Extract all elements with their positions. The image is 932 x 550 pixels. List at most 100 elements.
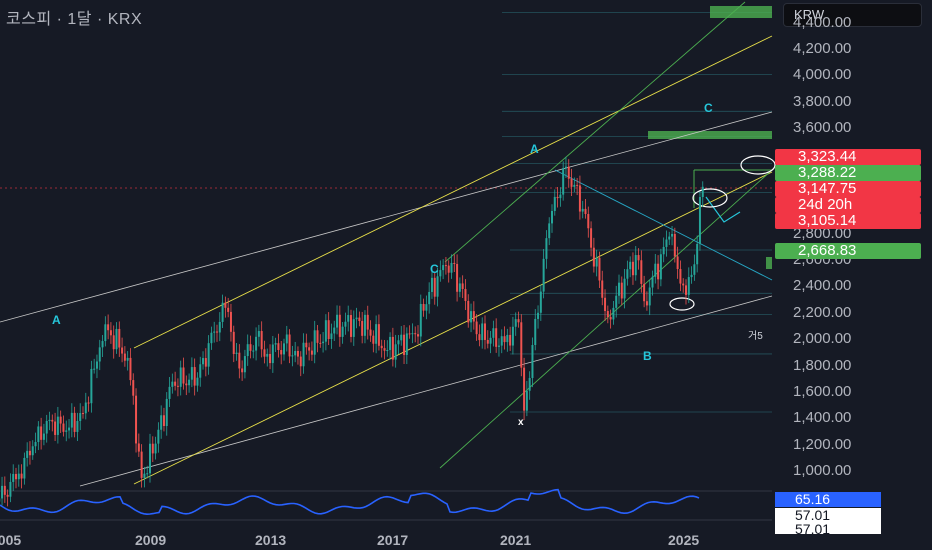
- candle-body: [3, 485, 6, 495]
- candle-body: [584, 208, 587, 214]
- candle-body: [525, 390, 528, 411]
- trend-line-green-lower: [439, 169, 773, 469]
- candle-body: [257, 331, 260, 337]
- candle-body: [101, 341, 104, 348]
- candle-body: [129, 357, 132, 381]
- candle-body: [654, 263, 657, 277]
- wave-label-c-right: C: [704, 101, 713, 115]
- candle-body: [383, 348, 386, 351]
- candle-body: [403, 334, 406, 355]
- candle-body: [587, 213, 590, 229]
- trend-line-green-upper: [444, 1, 746, 263]
- candle-body: [551, 210, 553, 224]
- candle-body: [199, 364, 202, 378]
- candle-body: [112, 335, 115, 350]
- candle-body: [135, 395, 138, 444]
- x-tick-2013: 2013: [255, 532, 287, 548]
- rsi-badge-level: 57.01: [775, 508, 881, 523]
- candle-body: [369, 329, 372, 336]
- candle-body: [489, 337, 492, 344]
- candle-body: [470, 311, 473, 323]
- candle-body: [478, 334, 481, 341]
- candle-body: [422, 303, 425, 311]
- y-tick-label: 3,600.00: [793, 119, 852, 137]
- candle-body: [126, 357, 129, 361]
- currency-selector[interactable]: KRW: [783, 3, 922, 27]
- candle-body: [517, 319, 520, 323]
- candle-body: [531, 344, 534, 378]
- candle-body: [34, 442, 37, 447]
- zone-rect: [766, 257, 772, 269]
- candle-body: [179, 367, 182, 387]
- y-tick-label: 1,800.00: [793, 356, 852, 374]
- candle-body: [160, 415, 163, 430]
- candle-body: [207, 343, 210, 367]
- candle-body: [595, 257, 598, 267]
- candle-body: [581, 208, 584, 212]
- candle-body: [277, 343, 280, 351]
- candle-body: [503, 336, 506, 343]
- y-tick-label: 1,200.00: [793, 435, 852, 453]
- x-tick-2025: 2025: [668, 532, 700, 548]
- trend-line-cyan: [554, 169, 773, 281]
- candle-body: [539, 291, 542, 313]
- rsi-badge-value: 65.16: [775, 492, 881, 507]
- candle-body: [26, 450, 29, 458]
- candle-body: [417, 334, 419, 337]
- candle-body: [288, 334, 291, 357]
- candle-body: [294, 350, 297, 356]
- candle-body: [408, 333, 411, 335]
- candle-body: [193, 367, 196, 386]
- candle-body: [366, 314, 369, 330]
- price-badge-support: 2,668.83: [775, 243, 921, 259]
- candle-body: [701, 186, 704, 198]
- price-badge-last: 3,147.75: [775, 181, 921, 197]
- candle-body: [54, 421, 57, 435]
- candle-body: [76, 420, 79, 432]
- candle-body: [428, 291, 431, 305]
- candle-body: [668, 236, 671, 240]
- price-badge-high: 3,323.44: [775, 149, 921, 165]
- candle-body: [542, 258, 545, 292]
- candle-body: [162, 415, 165, 427]
- candle-body: [51, 419, 54, 422]
- candle-body: [305, 342, 308, 348]
- candle-body: [140, 451, 143, 478]
- candle-body: [182, 367, 185, 384]
- candle-body: [643, 283, 646, 302]
- candle-body: [269, 353, 272, 364]
- trend-line-white-upper: [0, 111, 773, 323]
- price-badge-low: 3,105.14: [775, 213, 921, 229]
- candle-body: [657, 263, 660, 280]
- candle-body: [352, 319, 355, 337]
- candle-body: [118, 328, 121, 348]
- candle-body: [606, 311, 609, 318]
- price-badge-level: 3,288.22: [775, 165, 921, 181]
- candle-body: [629, 261, 632, 270]
- candle-body: [109, 330, 112, 336]
- candle-body: [673, 233, 676, 257]
- candle-body: [386, 349, 389, 351]
- candle-body: [573, 184, 576, 187]
- wave-label-a-left: A: [52, 313, 61, 327]
- candle-body: [73, 412, 76, 432]
- candle-body: [243, 356, 246, 373]
- candle-body: [1, 485, 4, 499]
- countdown-badge: 24d 20h: [775, 197, 921, 213]
- candle-body: [9, 481, 12, 497]
- candle-body: [227, 307, 230, 312]
- candle-body: [534, 318, 537, 345]
- candle-body: [62, 423, 65, 432]
- candle-body: [327, 320, 330, 340]
- candle-body: [271, 344, 274, 364]
- candle-body: [492, 328, 495, 338]
- candle-body: [442, 265, 445, 271]
- candle-body: [93, 368, 96, 370]
- candle-body: [149, 443, 151, 474]
- candle-body: [87, 402, 90, 404]
- circle-marker: [669, 297, 695, 311]
- candle-body: [612, 307, 615, 320]
- candle-body: [82, 413, 84, 415]
- candle-body: [467, 300, 470, 323]
